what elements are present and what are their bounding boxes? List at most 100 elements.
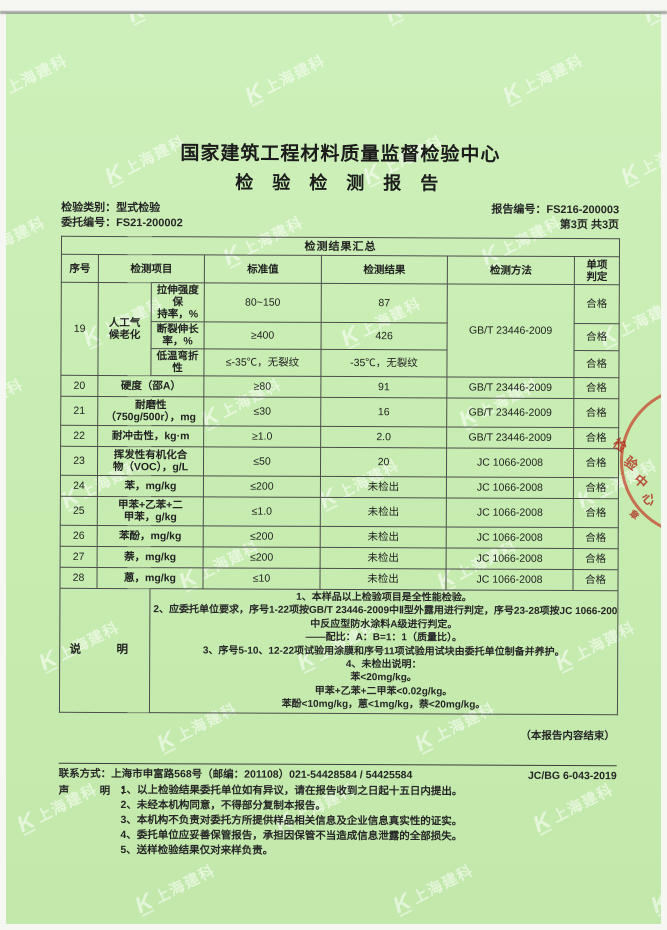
cell-judge: 合格	[573, 377, 619, 399]
cell-judge: 合格	[573, 398, 619, 428]
statement-line: 4、委托单位应妥善保管报告，承担因保管不当造成信息泄露的全部损失。	[120, 828, 463, 843]
cell-method: GB/T 23446-2009	[446, 426, 574, 449]
cell-standard: ≤-35℃，无裂纹	[203, 348, 322, 377]
cell-method: JC 1066-2008	[446, 547, 574, 570]
table-title: 检测结果汇总	[61, 236, 620, 257]
cell-result: -35℃，无裂纹	[320, 349, 448, 377]
statement-block: 声 明： 1、以上检验结果委托单位如有异议，请在报告收到之日起十五日内提出。 2…	[58, 782, 616, 859]
cell-standard: ≤10	[202, 567, 321, 590]
cell-item: 萘，mg/kg	[97, 546, 204, 568]
col-header-standard: 标准值	[204, 254, 322, 284]
footer-divider	[58, 762, 617, 766]
table-row: 26 苯酚，mg/kg ≤200 未检出 JC 1066-2008 合格	[60, 525, 619, 549]
watermark-text: 上海建科	[6, 375, 27, 421]
cell-item: 苯，mg/kg	[97, 475, 204, 497]
org-title: 国家建筑工程材料质量监督检验中心	[180, 143, 501, 166]
cell-no: 23	[60, 446, 98, 476]
cell-no: 21	[60, 396, 98, 426]
cell-item: 耐冲击性，kg·m	[97, 425, 204, 447]
cell-subitem: 低温弯折性	[150, 348, 205, 376]
cell-judge: 合格	[573, 427, 619, 449]
statement-label: 声 明：	[58, 784, 141, 797]
table-row: 20 硬度（邵A） ≥80 91 GB/T 23446-2009 合格	[60, 375, 619, 399]
table-row: 27 萘，mg/kg ≤200 未检出 JC 1066-2008 合格	[60, 546, 619, 570]
cell-result: 426	[321, 322, 448, 350]
cell-standard: ≤200	[203, 475, 321, 498]
cell-judge: 合格	[573, 548, 619, 570]
col-header-no: 序号	[61, 254, 99, 283]
page-indicator: 第3页 共3页	[559, 218, 620, 232]
cell-no: 19	[60, 282, 99, 376]
table-row: 23 挥发性有机化合 物（VOC），g/L ≤50 20 JC 1066-200…	[60, 446, 619, 478]
report-title: 检 验 检 测 报 告	[235, 172, 446, 194]
cell-no: 24	[60, 475, 98, 497]
statement-line: 5、送样检验结果仅对来样负责。	[120, 843, 274, 857]
table-row: 21 耐磨性 （750g/500r），mg ≤30 16 GB/T 23446-…	[60, 396, 619, 428]
note-line: 2、应委托单位要求，序号1-22项按GB/T 23446-2009中Ⅱ型外露用进…	[153, 604, 619, 618]
table-row: 22 耐冲击性，kg·m ≥1.0 2.0 GB/T 23446-2009 合格	[60, 425, 619, 449]
cell-standard: ≤200	[203, 546, 321, 569]
jianke-logo-icon: K	[638, 14, 661, 27]
cell-standard: ≥80	[203, 375, 321, 398]
contact-info: 联系方式：上海市申富路568号（邮编：201108）021-54428584 /…	[58, 767, 413, 781]
cell-item: 蒽，mg/kg	[96, 567, 204, 589]
scan-top-shadow	[0, 11, 667, 14]
cell-subitem: 断裂伸长率，%	[151, 321, 205, 349]
cell-item: 苯酚，mg/kg	[97, 525, 204, 547]
col-header-judge: 单项 判定	[574, 256, 620, 285]
cell-standard: ≤50	[203, 446, 321, 477]
cell-method: JC 1066-2008	[445, 568, 574, 591]
cell-result: 未检出	[320, 497, 447, 527]
cell-judge: 合格	[574, 284, 620, 324]
report-content: 国家建筑工程材料质量监督检验中心 检 验 检 测 报 告 检验类别：型式检验 报…	[58, 14, 620, 860]
cell-result: 未检出	[320, 547, 447, 569]
col-header-result: 检测结果	[321, 255, 448, 284]
statement-line: 2、未经本机构同意，不得部分复制本报告。	[120, 798, 326, 812]
inspection-type: 检验类别：型式检验	[61, 201, 161, 215]
cell-result: 20	[320, 447, 447, 477]
cell-item: 挥发性有机化合 物（VOC），g/L	[97, 446, 204, 476]
cell-result: 未检出	[319, 568, 447, 590]
statement-line: 1、以上检验结果委托单位如有异议，请在报告收到之日起十五日内提出。	[120, 783, 463, 798]
jianke-logo-icon: K	[646, 888, 661, 918]
cell-result: 2.0	[320, 426, 447, 448]
report-number: 报告编号：FS216-200003	[491, 203, 620, 217]
cell-no: 27	[60, 546, 98, 568]
cell-method: JC 1066-2008	[446, 476, 574, 499]
report-meta: 检验类别：型式检验 报告编号：FS216-200003 委托编号：FS21-20…	[61, 201, 619, 233]
cell-subitem: 拉伸强度保 持率，%	[151, 282, 205, 322]
cell-judge: 合格	[573, 498, 619, 528]
cell-judge: 合格	[573, 350, 620, 378]
cell-method: JC 1066-2008	[446, 497, 574, 528]
watermark-text: 上海建科	[615, 294, 661, 340]
cell-standard: ≥1.0	[203, 425, 321, 448]
watermark-text: 上海建科	[637, 132, 661, 178]
cell-no: 28	[59, 567, 98, 589]
cell-method: GB/T 23446-2009	[446, 397, 574, 428]
cell-method: GB/T 23446-2009	[446, 376, 574, 399]
cell-judge: 合格	[573, 527, 619, 549]
cell-item: 耐磨性 （750g/500r），mg	[97, 396, 204, 426]
statement-line: 3、本机构不负责对委托方所提供样品相关信息及企业信息真实性的证实。	[120, 813, 463, 828]
cell-method: GB/T 23446-2009	[446, 283, 575, 378]
watermark-text: 上海建科	[151, 861, 219, 907]
cell-judge: 合格	[572, 569, 619, 591]
cell-judge: 合格	[573, 477, 619, 499]
commission-number: 委托编号：FS21-200002	[61, 216, 183, 230]
cell-no: 26	[60, 525, 98, 547]
cell-judge: 合格	[573, 448, 619, 478]
cell-item-group: 人工气 候老化	[97, 282, 152, 376]
cell-result: 未检出	[320, 476, 447, 498]
cell-no: 25	[60, 496, 98, 526]
cell-standard: 80~150	[204, 282, 322, 323]
col-header-item: 检测项目	[98, 254, 205, 283]
table-row: 25 甲苯+乙苯+二 甲苯，g/kg ≤1.0 未检出 JC 1066-2008…	[60, 496, 619, 528]
cell-no: 20	[60, 375, 98, 397]
notes-body: 1、本样品以上检验项目是全性能检验。 2、应委托单位要求，序号1-22项按GB/…	[149, 588, 619, 715]
